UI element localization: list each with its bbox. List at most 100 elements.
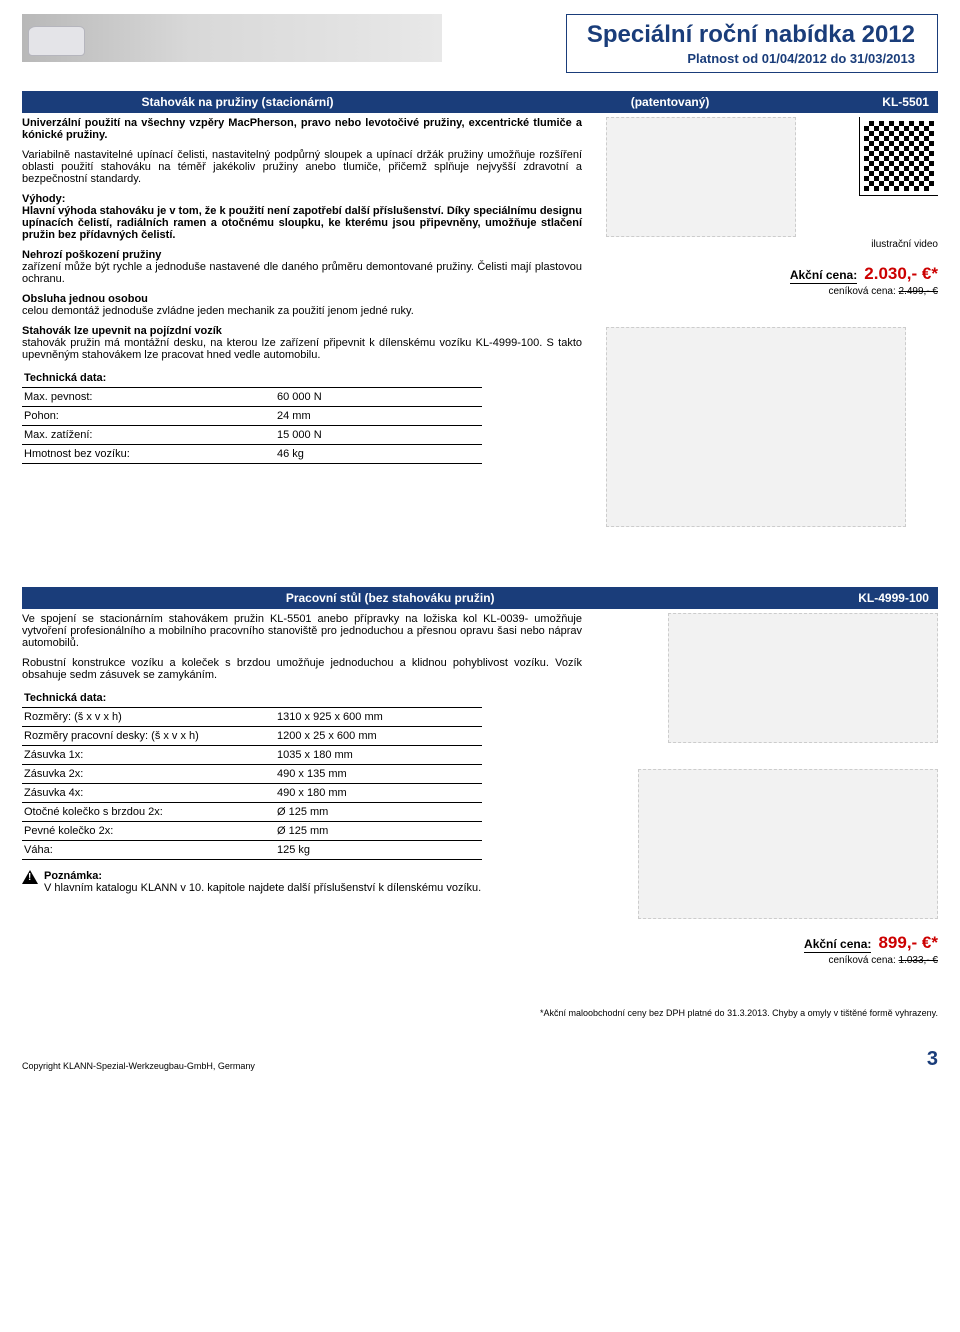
table-cell: Ø 125 mm: [275, 803, 482, 822]
table-row: Otočné kolečko s brzdou 2x:Ø 125 mm: [22, 803, 482, 822]
bar-code: KL-5501: [749, 95, 929, 109]
table-cell: Zásuvka 1x:: [22, 746, 275, 765]
warning-icon: [22, 870, 38, 884]
columns-2: Ve spojení se stacionárním stahovákem pr…: [22, 613, 938, 966]
product-image-2a: [668, 613, 938, 743]
price-box-1: Akční cena: 2.030,- €* ceníková cena: 2.…: [606, 264, 938, 297]
product-image-2b: [638, 769, 938, 919]
columns-1: Univerzální použití na všechny vzpěry Ma…: [22, 117, 938, 527]
table-row: Pevné kolečko 2x:Ø 125 mm: [22, 822, 482, 841]
note-row: Poznámka: V hlavním katalogu KLANN v 10.…: [22, 870, 582, 894]
table-cell: 125 kg: [275, 841, 482, 860]
header: Speciální roční nabídka 2012 Platnost od…: [22, 14, 938, 73]
table-cell: 24 mm: [275, 407, 482, 426]
col-left-1: Univerzální použití na všechny vzpěry Ma…: [22, 117, 582, 527]
table-cell: Max. zatížení:: [22, 426, 275, 445]
table-cell: 490 x 180 mm: [275, 784, 482, 803]
page: Speciální roční nabídka 2012 Platnost od…: [0, 0, 960, 1089]
price-list-1: ceníková cena: 2.499,- €: [606, 286, 938, 297]
table-cell: 1035 x 180 mm: [275, 746, 482, 765]
tech-table-2: Technická data: Rozměry: (š x v x h)1310…: [22, 689, 482, 860]
table-cell: 490 x 135 mm: [275, 765, 482, 784]
page-number: 3: [927, 1048, 938, 1071]
table-row: Zásuvka 4x:490 x 180 mm: [22, 784, 482, 803]
p-oneperson: Obsluha jednou osobou celou demontáž jed…: [22, 293, 582, 317]
p-intro: Variabilně nastavitelné upínací čelisti,…: [22, 149, 582, 185]
tech-head-1: Technická data:: [22, 369, 482, 388]
title-bar-1: Stahovák na pružiny (stacionární) (paten…: [22, 91, 938, 113]
p3: celou demontáž jednoduše zvládne jeden m…: [22, 305, 414, 317]
note-head: Poznámka:: [44, 870, 102, 882]
price-value-1: 2.030,- €*: [864, 264, 938, 283]
lead-1: Univerzální použití na všechny vzpěry Ma…: [22, 117, 582, 141]
table-row: Hmotnost bez vozíku:46 kg: [22, 445, 482, 464]
a2-p1: Ve spojení se stacionárním stahovákem pr…: [22, 613, 582, 649]
col-left-2: Ve spojení se stacionárním stahovákem pr…: [22, 613, 582, 966]
qr-code-icon: [860, 117, 938, 195]
title-block: Speciální roční nabídka 2012 Platnost od…: [566, 14, 938, 73]
bar-code-2: KL-4999-100: [749, 591, 929, 605]
validity: Platnost od 01/04/2012 do 31/03/2013: [587, 51, 915, 66]
adv-body: Hlavní výhoda stahováku je v tom, že k p…: [22, 205, 582, 241]
adv-head: Výhody:: [22, 193, 65, 205]
tech-body-2: Rozměry: (š x v x h)1310 x 925 x 600 mmR…: [22, 708, 482, 860]
table-row: Zásuvka 2x:490 x 135 mm: [22, 765, 482, 784]
title-bar-2: Pracovní stůl (bez stahováku pružin) KL-…: [22, 587, 938, 609]
price-value-2: 899,- €*: [878, 933, 938, 952]
header-photo: [22, 14, 442, 62]
advantages: Výhody: Hlavní výhoda stahováku je v tom…: [22, 193, 582, 241]
article-kl4999: Pracovní stůl (bez stahováku pružin) KL-…: [22, 587, 938, 966]
table-row: Zásuvka 1x:1035 x 180 mm: [22, 746, 482, 765]
table-cell: Otočné kolečko s brzdou 2x:: [22, 803, 275, 822]
table-cell: Rozměry pracovní desky: (š x v x h): [22, 727, 275, 746]
bar-title: Stahovák na pružiny (stacionární): [31, 95, 444, 109]
tech-body-1: Max. pevnost:60 000 NPohon:24 mmMax. zat…: [22, 388, 482, 464]
table-cell: Rozměry: (š x v x h): [22, 708, 275, 727]
table-row: Váha:125 kg: [22, 841, 482, 860]
p4h: Stahovák lze upevnit na pojízdní vozík: [22, 325, 222, 337]
table-row: Max. zatížení:15 000 N: [22, 426, 482, 445]
p-cart: Stahovák lze upevnit na pojízdní vozík s…: [22, 325, 582, 361]
note-body: V hlavním katalogu KLANN v 10. kapitole …: [44, 882, 481, 894]
main-title: Speciální roční nabídka 2012: [587, 21, 915, 49]
footer: Copyright KLANN-Spezial-Werkzeugbau-GmbH…: [22, 1048, 938, 1071]
table-cell: Max. pevnost:: [22, 388, 275, 407]
p3h: Obsluha jednou osobou: [22, 293, 148, 305]
price-box-2: Akční cena: 899,- €* ceníková cena: 1.03…: [606, 933, 938, 966]
p2h: Nehrozí poškození pružiny: [22, 249, 161, 261]
copyright: Copyright KLANN-Spezial-Werkzeugbau-GmbH…: [22, 1061, 255, 1071]
qr-caption: ilustrační video: [606, 239, 938, 250]
table-cell: Zásuvka 2x:: [22, 765, 275, 784]
table-cell: 1310 x 925 x 600 mm: [275, 708, 482, 727]
bar-center: (patentovaný): [444, 95, 749, 109]
tech-table-1: Technická data: Max. pevnost:60 000 NPoh…: [22, 369, 482, 464]
table-cell: 15 000 N: [275, 426, 482, 445]
tech-head-2: Technická data:: [22, 689, 482, 708]
table-row: Rozměry pracovní desky: (š x v x h)1200 …: [22, 727, 482, 746]
price-list-2: ceníková cena: 1.033,- €: [606, 955, 938, 966]
col-right-1: ilustrační video Akční cena: 2.030,- €* …: [606, 117, 938, 527]
table-cell: Hmotnost bez vozíku:: [22, 445, 275, 464]
table-cell: 46 kg: [275, 445, 482, 464]
product-image-1a: [606, 117, 796, 237]
table-cell: Váha:: [22, 841, 275, 860]
p2: zařízení může být rychle a jednoduše nas…: [22, 261, 582, 285]
table-cell: 60 000 N: [275, 388, 482, 407]
list-label-2: ceníková cena:: [828, 955, 895, 966]
table-cell: 1200 x 25 x 600 mm: [275, 727, 482, 746]
table-cell: Ø 125 mm: [275, 822, 482, 841]
table-cell: Zásuvka 4x:: [22, 784, 275, 803]
a2-p2: Robustní konstrukce vozíku a koleček s b…: [22, 657, 582, 681]
disclaimer: *Akční maloobchodní ceny bez DPH platné …: [22, 1008, 938, 1018]
product-image-1b: [606, 327, 906, 527]
price-label-2: Akční cena:: [804, 937, 871, 953]
list-label-1: ceníková cena:: [828, 286, 895, 297]
table-row: Pohon:24 mm: [22, 407, 482, 426]
list-value-1: 2.499,- €: [899, 286, 938, 297]
price-label-1: Akční cena:: [790, 268, 857, 284]
table-row: Max. pevnost:60 000 N: [22, 388, 482, 407]
list-value-2: 1.033,- €: [899, 955, 938, 966]
table-row: Rozměry: (š x v x h)1310 x 925 x 600 mm: [22, 708, 482, 727]
bar-title-2: Pracovní stůl (bez stahováku pružin): [31, 591, 749, 605]
table-cell: Pevné kolečko 2x:: [22, 822, 275, 841]
